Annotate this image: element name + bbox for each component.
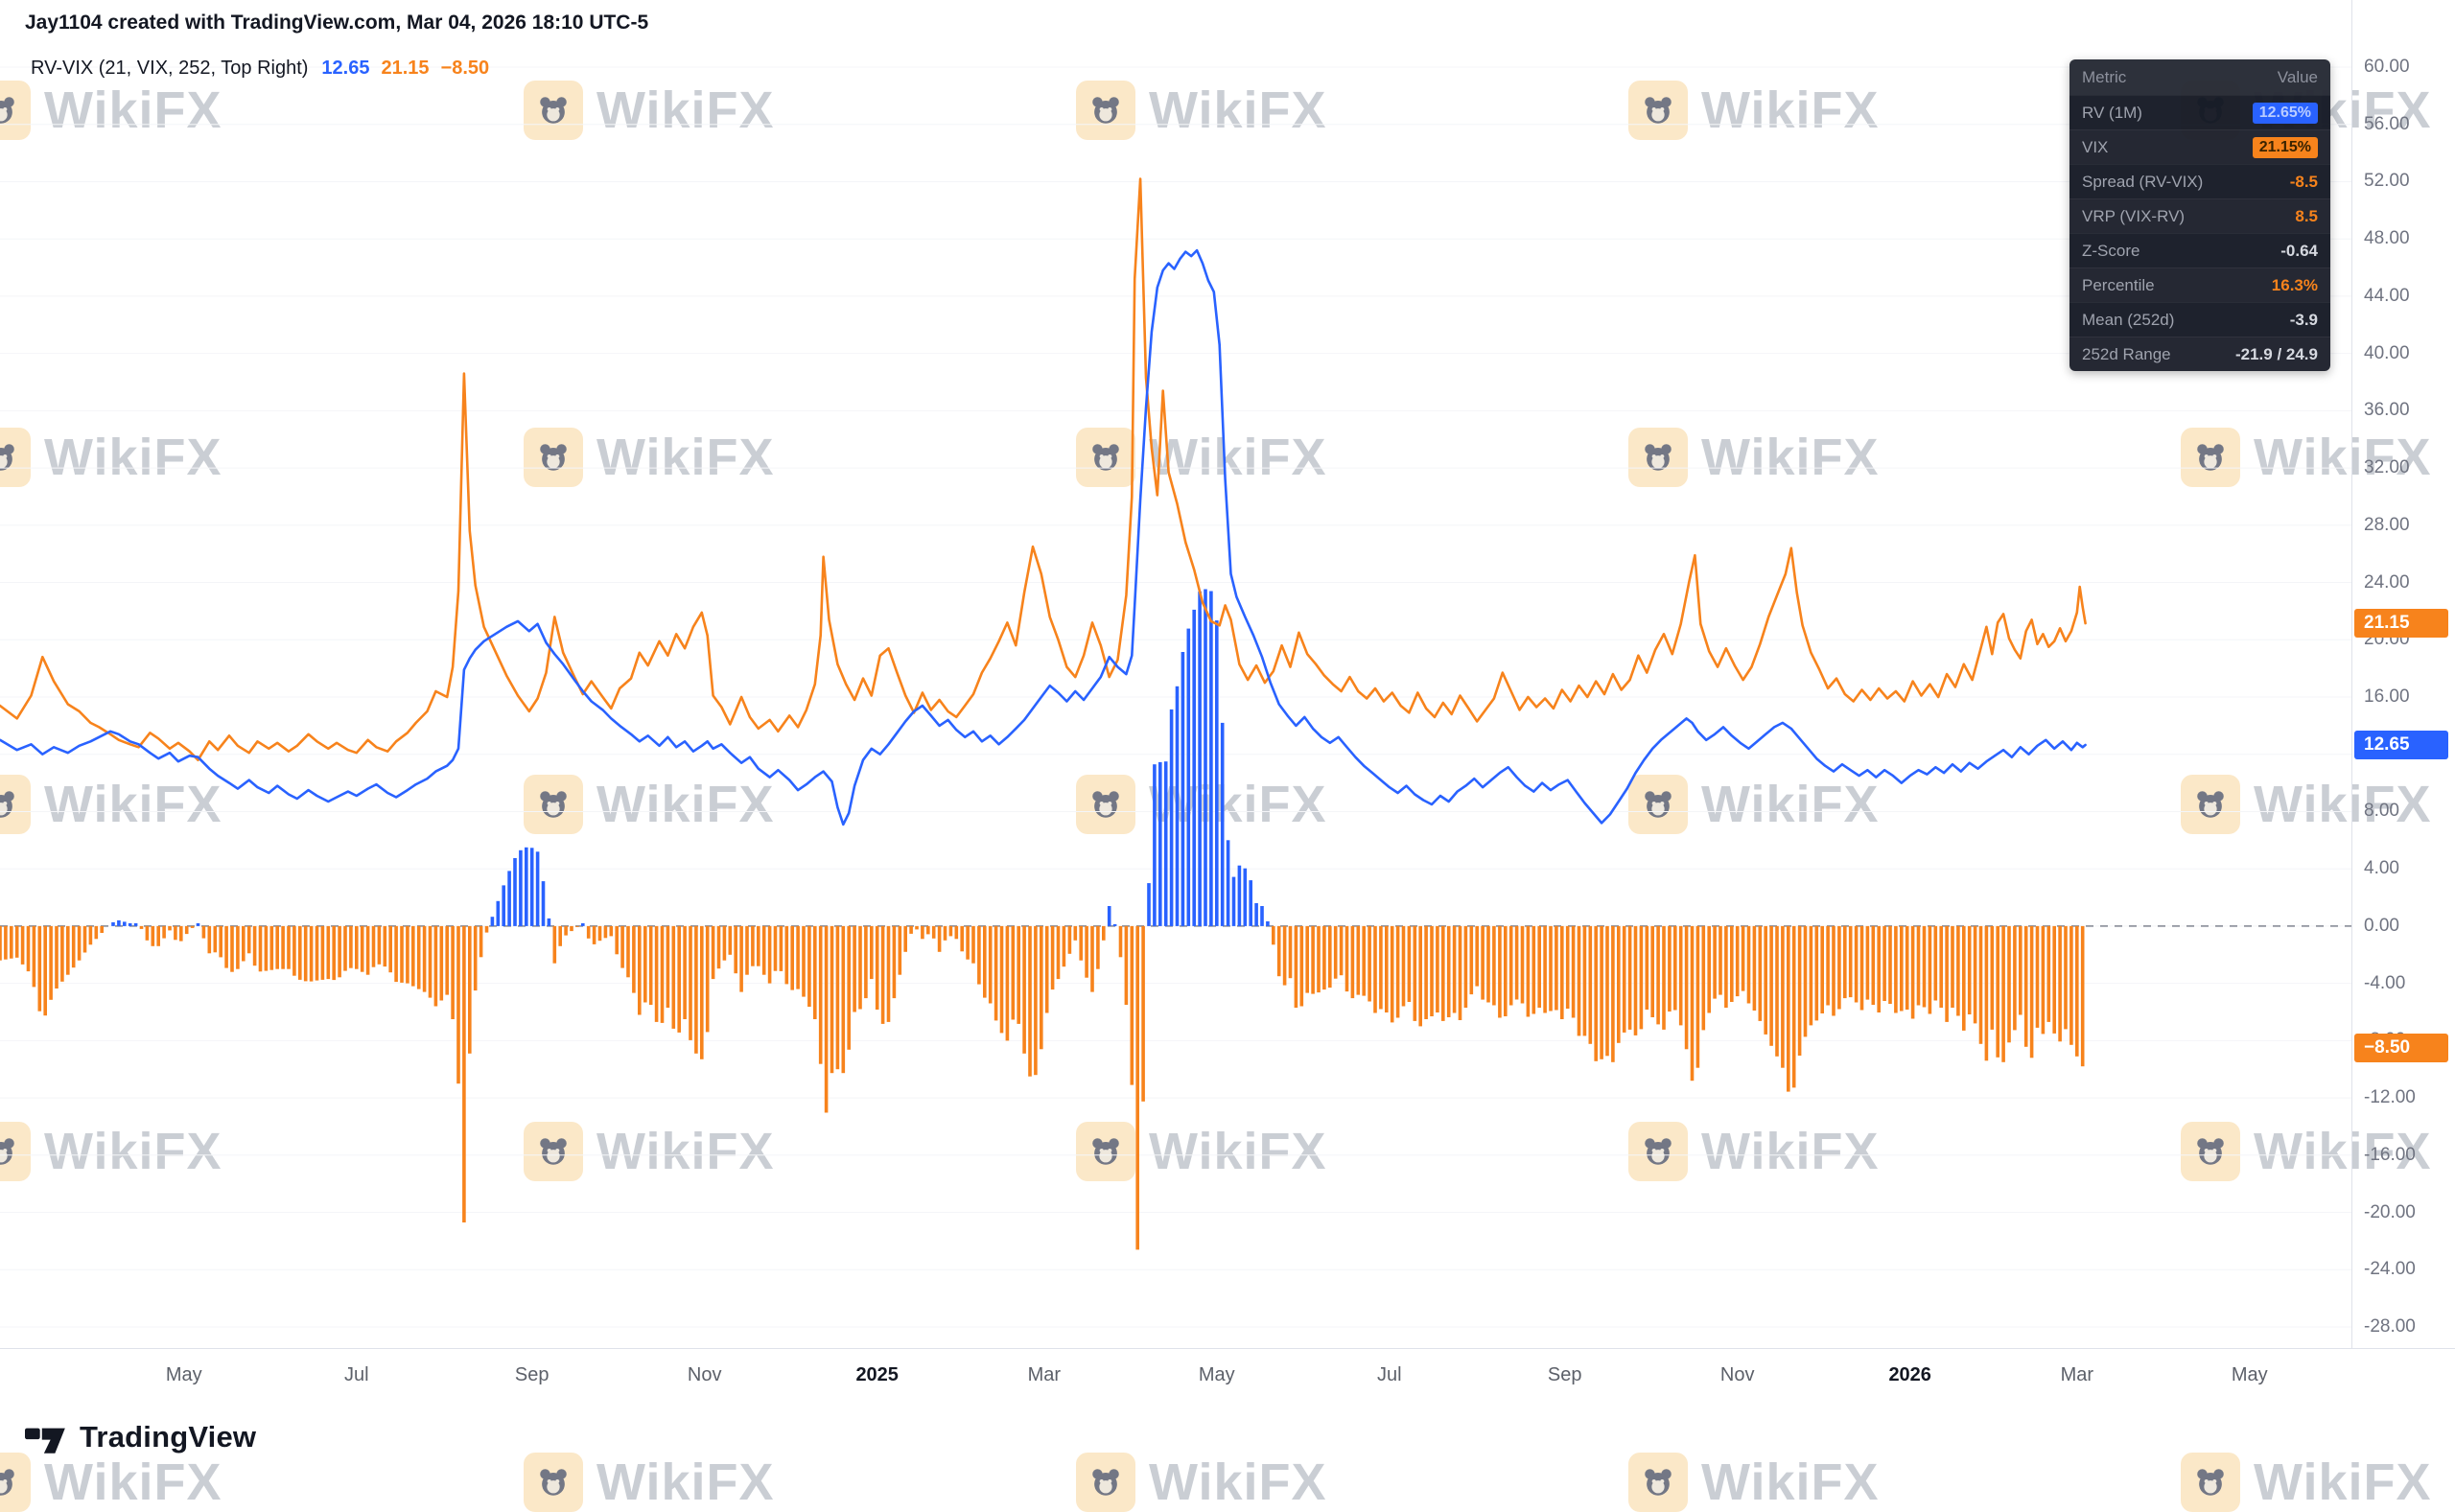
y-axis-label: 56.00 [2364, 113, 2410, 134]
y-axis-label: 0.00 [2364, 915, 2399, 936]
tradingview-icon [25, 1428, 65, 1454]
indicator-values: 12.65 21.15 −8.50 [321, 58, 501, 80]
wikifx-watermark: WikiFX [524, 1453, 775, 1512]
wikifx-logo-icon [1628, 1453, 1688, 1512]
y-axis-label: 44.00 [2364, 285, 2410, 306]
metrics-row: Z-Score -0.64 [2069, 233, 2330, 268]
y-axis-label: 24.00 [2364, 571, 2410, 593]
x-axis-label: Jul [1377, 1364, 1402, 1385]
indicator-value: −8.50 [440, 58, 490, 79]
metric-label: VRP (VIX-RV) [2082, 206, 2186, 225]
indicator-title: RV-VIX (21, VIX, 252, Top Right) [31, 58, 309, 79]
wikifx-logo-icon [2181, 1453, 2240, 1512]
wikifx-watermark-text: WikiFX [596, 1454, 775, 1511]
metric-value: 8.5 [2295, 206, 2318, 225]
x-axis-label: Jul [344, 1364, 369, 1385]
metric-label: Mean (252d) [2082, 310, 2175, 329]
metrics-row: Mean (252d) -3.9 [2069, 302, 2330, 337]
metrics-panel: Metric Value RV (1M) 12.65% VIX 21.15% Sprea… [2069, 59, 2330, 371]
tradingview-logo[interactable]: TradingView [25, 1419, 256, 1455]
metrics-row: Spread (RV-VIX) -8.5 [2069, 164, 2330, 198]
y-axis-label: 40.00 [2364, 342, 2410, 363]
x-axis-label: May [1198, 1364, 1235, 1385]
y-axis-label: -4.00 [2364, 972, 2406, 993]
metric-value: -21.9 / 24.9 [2234, 344, 2318, 363]
wikifx-logo-icon [0, 1453, 31, 1512]
metric-label: 252d Range [2082, 344, 2171, 363]
y-axis-label: 52.00 [2364, 171, 2410, 192]
x-axis-label: Nov [1719, 1364, 1755, 1385]
chart-attribution: Jay1104 created with TradingView.com, Ma… [25, 12, 649, 34]
price-axis[interactable]: 60.00 56.00 52.00 48.00 44.00 40.00 36.00 32.00… [2351, 0, 2455, 1348]
metric-value: 16.3% [2271, 275, 2318, 294]
x-axis-label: Sep [1547, 1364, 1582, 1385]
wikifx-watermark-text: WikiFX [2254, 1454, 2432, 1511]
y-axis-label: 60.00 [2364, 57, 2410, 77]
y-axis-label: -20.00 [2364, 1201, 2416, 1222]
y-axis-label: 16.00 [2364, 686, 2410, 707]
y-axis-label: 48.00 [2364, 228, 2410, 249]
metrics-row: 252d Range -21.9 / 24.9 [2069, 337, 2330, 371]
metrics-header-value: Value [2277, 67, 2318, 86]
x-axis-label: May [2231, 1364, 2268, 1385]
time-axis[interactable]: May Jul Sep Nov 2025 Mar May Jul Sep Nov 2026 Mar Ma… [0, 1348, 2455, 1418]
metric-label: Percentile [2082, 275, 2155, 294]
metrics-row: Percentile 16.3% [2069, 268, 2330, 302]
metric-label: Z-Score [2082, 241, 2140, 260]
metrics-row: VRP (VIX-RV) 8.5 [2069, 198, 2330, 233]
x-axis-label: 2025 [855, 1364, 899, 1385]
metrics-header-metric: Metric [2082, 67, 2127, 86]
y-axis-label: -24.00 [2364, 1259, 2416, 1280]
metric-label: Spread (RV-VIX) [2082, 172, 2204, 191]
indicator-value: 21.15 [381, 58, 430, 79]
x-axis-label: May [165, 1364, 202, 1385]
price-chart[interactable] [0, 0, 2351, 1348]
wikifx-watermark-text: WikiFX [1701, 1454, 1880, 1511]
x-axis-label: Nov [687, 1364, 722, 1385]
x-axis-label: Sep [514, 1364, 549, 1385]
wikifx-watermark: WikiFX [1628, 1453, 1880, 1512]
y-axis-label: -16.00 [2364, 1144, 2416, 1165]
metric-value: 21.15% [2252, 136, 2318, 158]
indicator-value: 12.65 [321, 58, 370, 79]
metric-value: 12.65% [2252, 102, 2318, 124]
metric-label: RV (1M) [2082, 103, 2142, 122]
indicator-legend[interactable]: RV-VIX (21, VIX, 252, Top Right) 12.65 21… [31, 58, 501, 80]
wikifx-watermark: WikiFX [1076, 1453, 1327, 1512]
wikifx-watermark-text: WikiFX [44, 1454, 222, 1511]
wikifx-watermark-text: WikiFX [1149, 1454, 1327, 1511]
metric-value: -3.9 [2289, 310, 2318, 329]
y-axis-label: -28.00 [2364, 1316, 2416, 1337]
price-label-badge: 12.65 [2354, 731, 2448, 760]
price-label-badge: −8.50 [2354, 1033, 2448, 1062]
x-axis-label: Mar [2060, 1364, 2094, 1385]
metrics-row: RV (1M) 12.65% [2069, 95, 2330, 129]
y-axis-label: 36.00 [2364, 400, 2410, 421]
y-axis-label: 4.00 [2364, 858, 2399, 879]
wikifx-watermark: WikiFX [0, 1453, 222, 1512]
x-axis-label: Mar [1027, 1364, 1062, 1385]
metric-value: -8.5 [2289, 172, 2318, 191]
metrics-row: VIX 21.15% [2069, 129, 2330, 164]
wikifx-logo-icon [524, 1453, 583, 1512]
metric-label: VIX [2082, 137, 2109, 156]
metric-value: -0.64 [2280, 241, 2318, 260]
y-axis-label: 28.00 [2364, 514, 2410, 535]
price-label-badge: 21.15 [2354, 609, 2448, 639]
metrics-header-row: Metric Value [2069, 59, 2330, 95]
y-axis-label: -12.00 [2364, 1087, 2416, 1108]
y-axis-label: 8.00 [2364, 801, 2399, 822]
wikifx-watermark: WikiFX [2181, 1453, 2432, 1512]
x-axis-label: 2026 [1888, 1364, 1931, 1385]
tradingview-wordmark: TradingView [80, 1420, 257, 1454]
wikifx-logo-icon [1076, 1453, 1135, 1512]
y-axis-label: 32.00 [2364, 457, 2410, 478]
